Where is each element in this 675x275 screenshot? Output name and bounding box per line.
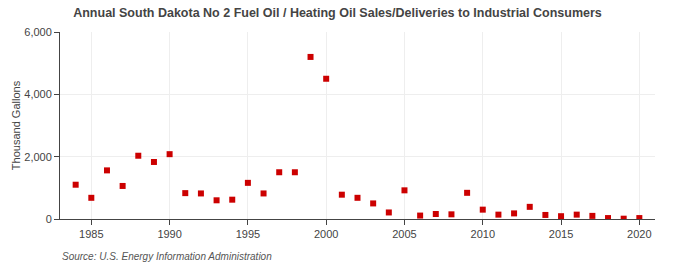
svg-text:2020: 2020 <box>627 228 651 240</box>
svg-text:2010: 2010 <box>471 228 495 240</box>
svg-text:6,000: 6,000 <box>24 26 52 38</box>
svg-text:Thousand Gallons: Thousand Gallons <box>10 80 22 170</box>
svg-text:1995: 1995 <box>236 228 260 240</box>
svg-text:2000: 2000 <box>314 228 338 240</box>
svg-text:4,000: 4,000 <box>24 88 52 100</box>
svg-text:2005: 2005 <box>392 228 416 240</box>
svg-text:1990: 1990 <box>157 228 181 240</box>
svg-text:Source: U.S. Energy Informatio: Source: U.S. Energy Information Administ… <box>62 251 272 262</box>
svg-text:Annual South Dakota No 2 Fuel: Annual South Dakota No 2 Fuel Oil / Heat… <box>73 6 602 20</box>
svg-text:2015: 2015 <box>549 228 573 240</box>
svg-text:2,000: 2,000 <box>24 151 52 163</box>
svg-text:1985: 1985 <box>79 228 103 240</box>
svg-text:0: 0 <box>46 213 52 225</box>
